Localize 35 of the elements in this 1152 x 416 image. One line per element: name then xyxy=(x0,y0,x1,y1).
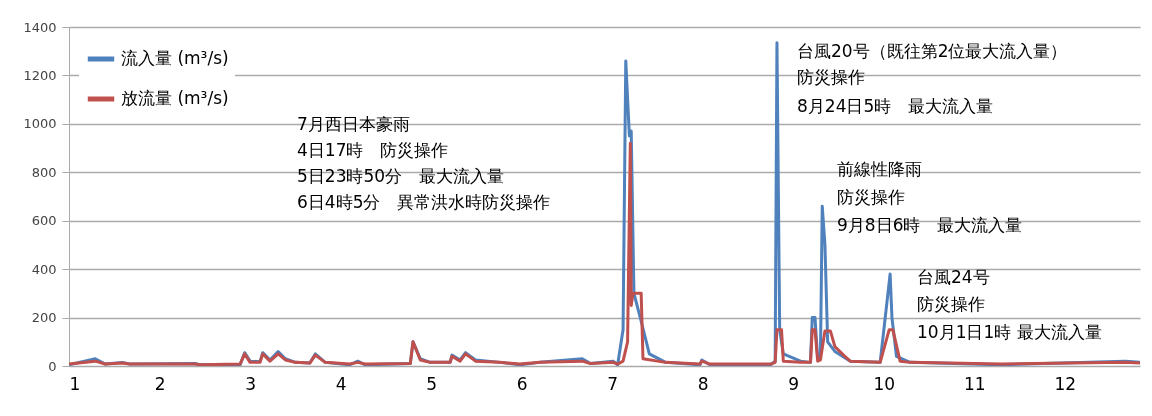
annotation: 前線性降雨 xyxy=(837,159,922,179)
legend-label: 流入量 (m³/s) xyxy=(121,48,229,68)
x-tick-label: 10 xyxy=(873,373,896,394)
y-tick-label: 1000 xyxy=(23,116,57,132)
annotation: 4日17時 防災操作 xyxy=(297,140,449,160)
x-tick-label: 2 xyxy=(154,373,166,394)
x-tick-label: 1 xyxy=(69,373,81,394)
x-tick-label: 9 xyxy=(788,373,800,394)
annotation: 防災操作 xyxy=(797,67,865,87)
y-tick-label: 800 xyxy=(31,164,57,180)
annotation: 8月24日5時 最大流入量 xyxy=(797,96,994,116)
annotation: 防災操作 xyxy=(917,294,985,314)
x-tick-label: 6 xyxy=(516,373,528,394)
x-tick-label: 7 xyxy=(607,373,619,394)
x-tick-label: 3 xyxy=(245,373,256,394)
annotation: 6日4時5分 異常洪水時防災操作 xyxy=(297,192,551,212)
x-tick-label: 11 xyxy=(964,373,986,394)
annotation: 9月8日6時 最大流入量 xyxy=(837,215,1023,235)
y-tick-label: 1200 xyxy=(23,67,57,83)
annotation: 10月1日1時 最大流入量 xyxy=(917,322,1102,342)
annotation: 台風24号 xyxy=(917,267,990,287)
y-tick-label: 400 xyxy=(31,261,57,277)
y-tick-label: 0 xyxy=(48,358,57,374)
x-tick-label: 12 xyxy=(1054,373,1077,394)
y-tick-label: 200 xyxy=(31,310,57,326)
legend-label: 放流量 (m³/s) xyxy=(121,88,229,108)
annotation: 7月西日本豪雨 xyxy=(297,114,410,134)
x-tick-label: 4 xyxy=(335,373,347,394)
annotation: 5日23時50分 最大流入量 xyxy=(297,166,505,186)
annotation: 台風20号（既往第2位最大流入量） xyxy=(797,41,1068,61)
x-tick-label: 8 xyxy=(697,373,709,394)
y-tick-label: 600 xyxy=(31,213,57,229)
x-tick-label: 5 xyxy=(426,373,438,394)
annotation: 防災操作 xyxy=(837,187,905,207)
y-tick-label: 1400 xyxy=(23,19,57,35)
